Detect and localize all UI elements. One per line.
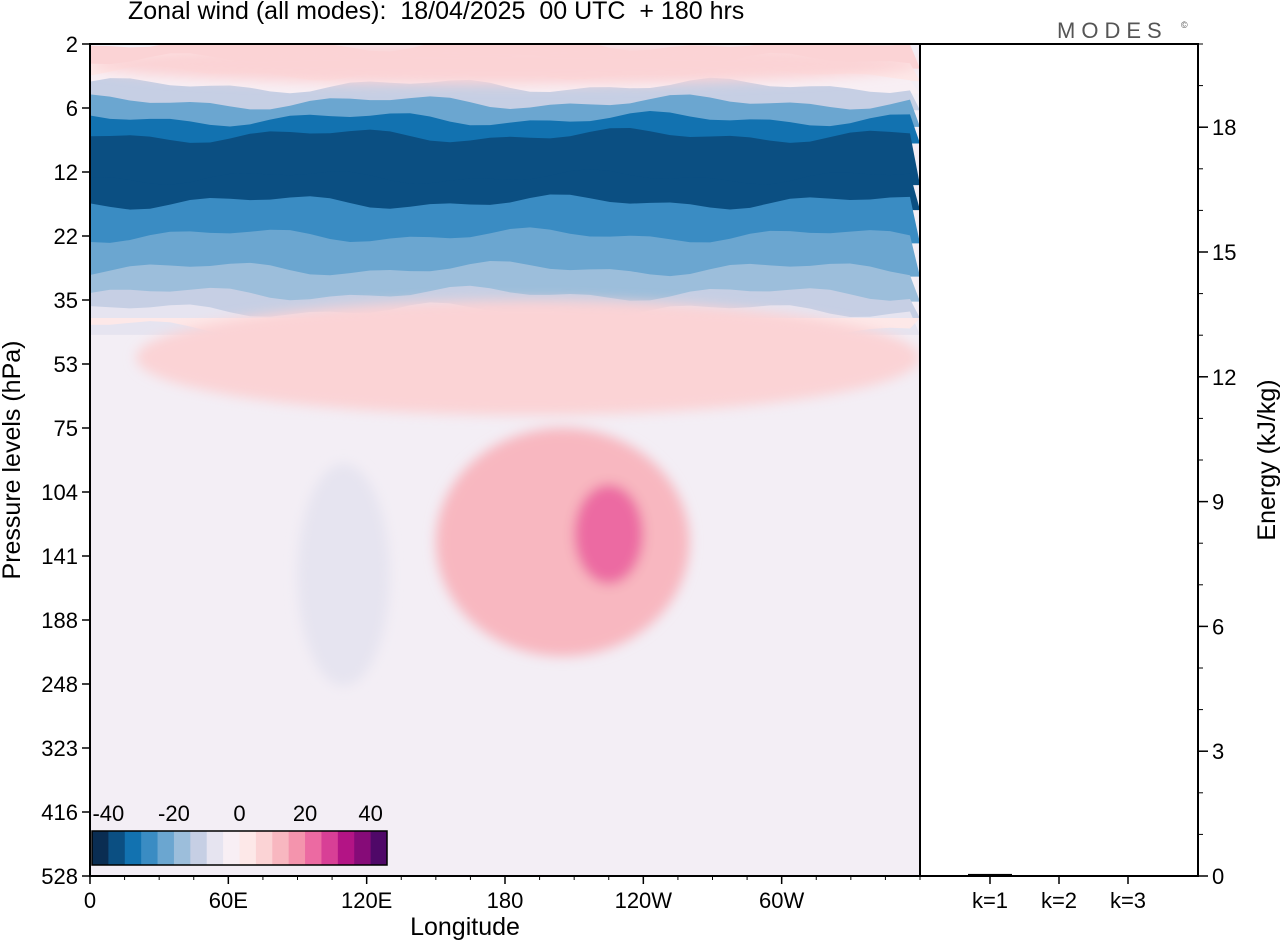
energy-axis-label: Energy (kJ/kg): [1253, 379, 1280, 540]
colorbar-frame: [91, 830, 388, 866]
colorbar-swatch: [321, 831, 339, 865]
colorbar-label: 20: [293, 801, 317, 826]
y-tick-label: 416: [41, 800, 78, 825]
energy-tick-label: 15: [1212, 240, 1236, 265]
energy-category-label: k=1: [972, 888, 1008, 913]
x-axis-label: Longitude: [410, 913, 520, 941]
energy-tick-label: 0: [1212, 864, 1224, 889]
colorbar-swatch: [141, 831, 159, 865]
wind-feature: [297, 463, 390, 686]
y-axis-label: Pressure levels (hPa): [0, 341, 26, 580]
wind-feature: [574, 484, 644, 585]
y-tick-label: 22: [54, 224, 78, 249]
contour-band: [90, 227, 920, 277]
x-tick-label: 60W: [759, 888, 804, 913]
y-tick-label: 188: [41, 608, 78, 633]
y-tick-label: 12: [54, 160, 78, 185]
wind-feature: [136, 300, 920, 416]
energy-bar: [1106, 875, 1150, 877]
y-tick-label: 35: [54, 288, 78, 313]
colorbar-swatch: [206, 831, 224, 865]
energy-category-label: k=3: [1110, 888, 1146, 913]
brand-copyright-mark: ©: [1181, 20, 1188, 30]
energy-tick-label: 12: [1212, 365, 1236, 390]
y-tick-label: 104: [41, 480, 78, 505]
energy-bar: [968, 873, 1012, 876]
wind-feature: [90, 44, 920, 85]
y-tick-label: 248: [41, 672, 78, 697]
x-tick-label: 120W: [615, 888, 673, 913]
colorbar-swatch: [354, 831, 372, 865]
energy-panel-frame: [919, 43, 1199, 877]
brand-logo: MODES: [1057, 18, 1168, 43]
contour-band: [90, 127, 920, 186]
wind-feature: [435, 428, 690, 657]
colorbar-label: -20: [158, 801, 190, 826]
y-tick-label: 141: [41, 544, 78, 569]
y-tick-label: 75: [54, 416, 78, 441]
colorbar-swatch: [157, 831, 175, 865]
energy-bar: [1037, 875, 1081, 877]
energy-tick-label: 6: [1212, 614, 1224, 639]
x-tick-label: 60E: [209, 888, 248, 913]
x-tick-label: 120E: [341, 888, 392, 913]
y-tick-label: 323: [41, 736, 78, 761]
energy-tick-label: 18: [1212, 115, 1236, 140]
colorbar-swatch: [288, 831, 306, 865]
y-tick-label: 2: [66, 32, 78, 57]
colorbar-swatch: [337, 831, 355, 865]
colorbar-swatch: [255, 831, 273, 865]
colorbar-label: 40: [358, 801, 382, 826]
heatmap-field: [90, 44, 920, 876]
colorbar-label: -40: [92, 801, 124, 826]
colorbar-swatch: [173, 831, 191, 865]
colorbar-swatch: [92, 831, 109, 865]
y-tick-label: 528: [41, 864, 78, 889]
colorbar-swatch: [370, 831, 388, 865]
energy-category-label: k=2: [1041, 888, 1077, 913]
colorbar-swatch: [108, 831, 126, 865]
colorbar-swatch: [223, 831, 240, 865]
colorbar-swatch: [272, 831, 290, 865]
x-tick-label: 180: [487, 888, 524, 913]
y-tick-label: 6: [66, 96, 78, 121]
x-tick-label: 0: [84, 888, 96, 913]
contour-band: [90, 194, 920, 244]
colorbar-label: 0: [233, 801, 245, 826]
colorbar-swatch: [305, 831, 322, 865]
wind-features: [90, 44, 920, 686]
colorbar-swatch: [190, 831, 208, 865]
colorbar-swatch: [239, 831, 257, 865]
energy-tick-label: 3: [1212, 739, 1224, 764]
y-tick-label: 53: [54, 352, 78, 377]
chart-title: Zonal wind (all modes): 18/04/2025 00 UT…: [128, 0, 745, 25]
colorbar-swatch: [124, 831, 142, 865]
energy-tick-label: 9: [1212, 490, 1224, 515]
